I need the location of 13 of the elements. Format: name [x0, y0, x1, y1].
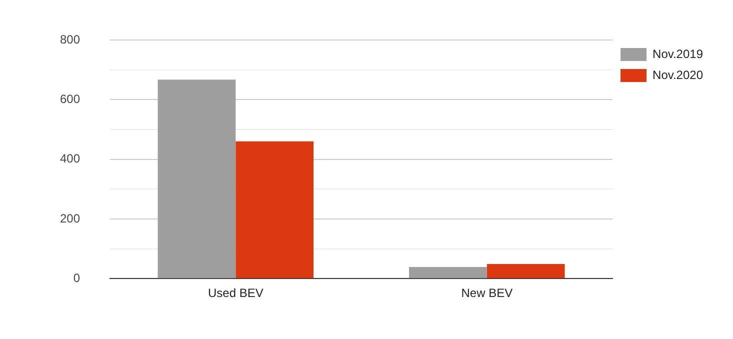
bar: [236, 141, 314, 278]
bar: [158, 80, 236, 278]
bar: [486, 264, 565, 278]
legend-label: Nov.2019: [652, 46, 704, 61]
y-tick-label: 400: [60, 152, 80, 166]
y-tick-label: 600: [60, 92, 80, 106]
y-tick-label: 800: [60, 32, 80, 46]
y-tick-label: 0: [73, 270, 80, 285]
bar: [409, 266, 487, 278]
y-tick-label: 200: [60, 211, 80, 226]
x-tick-label: New BEV: [461, 286, 513, 300]
legend-label: Nov.2020: [652, 68, 704, 82]
x-tick-label: Used BEV: [208, 286, 264, 300]
